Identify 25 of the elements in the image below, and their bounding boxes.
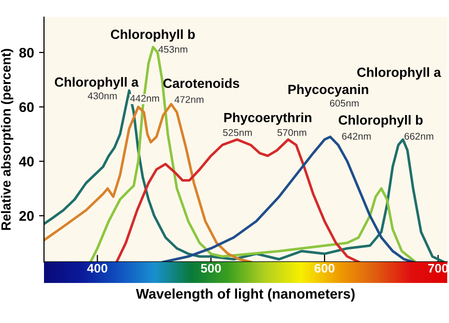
y-tick-label: 20 — [19, 211, 34, 221]
y-axis-title: Relative absorption (percent) — [0, 48, 14, 230]
annotation: Chlorophyll a — [54, 77, 139, 90]
annotation: 525nm — [223, 129, 252, 136]
annotation: 662nm — [404, 132, 434, 140]
x-axis-title: Wavelength of light (nanometers) — [136, 288, 355, 302]
y-tick-label: 80 — [19, 48, 34, 58]
line-series — [115, 138, 360, 262]
y-tick-label: 60 — [19, 102, 34, 112]
x-tick-label: 400 — [87, 264, 108, 273]
annotation: 605nm — [330, 100, 359, 107]
annotation: 442nm — [130, 94, 160, 102]
annotation: Chlorophyll b — [110, 29, 195, 42]
annotation: Chlorophyll a — [357, 67, 442, 80]
annotation: 642nm — [342, 132, 371, 140]
annotation: Phycocyanin — [288, 84, 368, 97]
y-tick-label: 40 — [19, 156, 34, 166]
x-tick-label: 500 — [200, 264, 221, 273]
annotation: 430nm — [88, 92, 117, 100]
annotation: 453nm — [158, 46, 188, 53]
annotation: 472nm — [174, 96, 204, 103]
x-tick-label: 600 — [314, 264, 334, 273]
annotation: Phycoerythrin — [224, 112, 312, 125]
annotation: Chlorophyll b — [338, 115, 423, 128]
annotation: 570nm — [278, 129, 306, 136]
